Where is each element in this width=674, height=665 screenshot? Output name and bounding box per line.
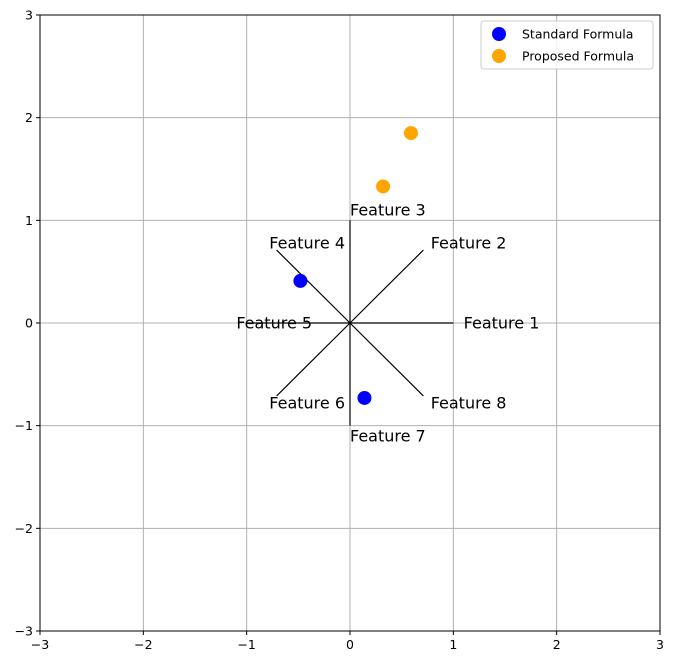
legend: Standard Formula Proposed Formula (480, 20, 654, 70)
feature-vector-line (276, 322, 351, 397)
y-tick-label: −3 (15, 624, 33, 639)
feature-label: Feature 6 (269, 394, 345, 413)
x-tick-label: 3 (656, 637, 664, 652)
legend-label: Standard Formula (522, 27, 633, 42)
legend-marker (492, 27, 506, 41)
x-tick-label: 1 (449, 637, 457, 652)
y-tick-label: −1 (15, 418, 33, 433)
y-tick-label: 1 (25, 213, 33, 228)
data-point (403, 126, 418, 141)
feature-label: Feature 5 (236, 314, 312, 333)
data-point (293, 273, 308, 288)
axis-ticks: −3 −2 −1 0 1 2 3 −3 −2 −1 0 1 2 3 (15, 8, 664, 653)
data-point (376, 179, 391, 194)
data-points (293, 126, 418, 405)
y-tick-label: 2 (25, 110, 33, 125)
x-tick-label: −1 (237, 637, 255, 652)
y-tick-label: −2 (15, 521, 33, 536)
x-tick-label: 0 (346, 637, 354, 652)
feature-vector-line (349, 322, 424, 397)
feature-label: Feature 1 (464, 314, 540, 333)
feature-label: Feature 2 (431, 233, 507, 252)
feature-vector-line (349, 249, 424, 324)
x-tick-label: −3 (31, 637, 49, 652)
feature-vectors: Feature 1 Feature 2 Feature 3 Feature 4 Feat… (236, 201, 539, 446)
feature-label: Feature 4 (269, 233, 345, 252)
legend-marker (492, 49, 506, 63)
legend-label: Proposed Formula (522, 49, 634, 64)
data-point (357, 390, 372, 405)
feature-label: Feature 8 (431, 394, 507, 413)
x-tick-label: −2 (134, 637, 152, 652)
legend-box (480, 20, 654, 70)
y-tick-label: 0 (25, 316, 33, 331)
feature-label: Feature 3 (350, 201, 426, 220)
x-tick-label: 2 (553, 637, 561, 652)
feature-vector-line (276, 249, 351, 324)
y-tick-label: 3 (25, 8, 33, 23)
feature-label: Feature 7 (350, 426, 426, 445)
